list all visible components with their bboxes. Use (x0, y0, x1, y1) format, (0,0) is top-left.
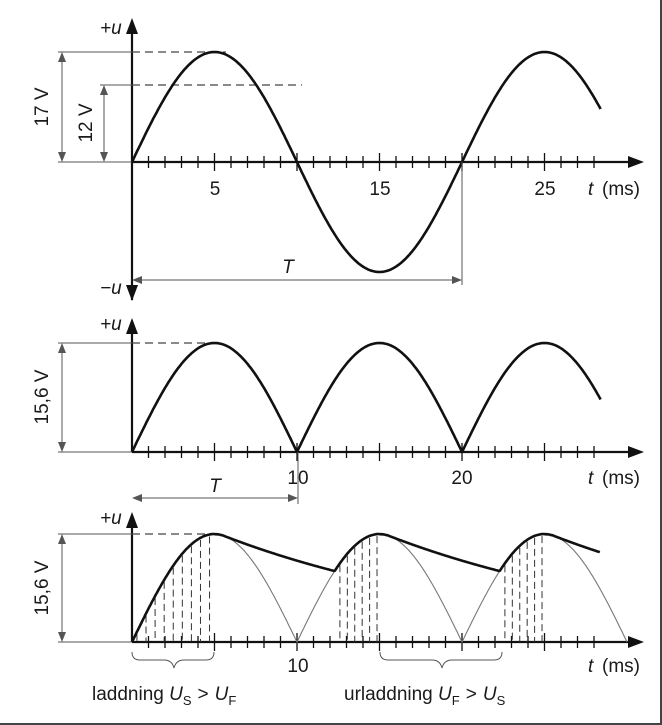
p3-discharge-rhs-sub: S (497, 693, 506, 708)
p3-discharge-brace (379, 651, 503, 669)
p3-charge-lhs: U (169, 684, 183, 705)
panel-sine-wave: +u −u 17 V 12 V 5 15 25 t (ms) T (32, 18, 644, 301)
p1-amp-outer-label: 17 V (32, 87, 53, 126)
p1-x-unit: (ms) (602, 179, 640, 200)
p2-x-var: t (588, 468, 594, 489)
p3-discharge-caption: urladdning UF > US (344, 684, 506, 708)
p3-x-var: t (588, 656, 594, 677)
p3-charge-brace (131, 651, 215, 669)
p3-y-arrow (126, 512, 138, 528)
p1-amp-inner-label: 12 V (76, 103, 97, 142)
p1-x-var: t (588, 179, 594, 200)
p2-x-arrow (628, 446, 644, 458)
p3-x-arrow (628, 636, 644, 648)
p1-y-pos-label: +u (100, 18, 122, 39)
p3-discharge-rhs: U (483, 684, 497, 705)
p3-charging-hatch (136, 536, 543, 642)
p3-amp-label: 15,6 V (32, 560, 53, 615)
p2-y-pos-label: +u (100, 314, 122, 335)
p3-smoothed-curve (130, 532, 601, 643)
p1-y-neg-label: −u (100, 278, 122, 299)
panel-full-wave-rectified: +u 15,6 V 10 20 t (ms) T (32, 314, 644, 504)
p1-period-label: T (282, 257, 295, 278)
panel-smoothed-output: +u 15,6 V 10 t (ms) laddning US > UF urlad… (32, 508, 644, 708)
p2-amp-label: 15,6 V (32, 369, 53, 424)
p3-y-pos-label: +u (100, 508, 122, 529)
p3-charge-rhs-sub: F (228, 693, 236, 708)
p3-rectified-reference-curve (131, 533, 628, 644)
p2-x-unit: (ms) (602, 468, 640, 489)
p2-y-arrow (126, 318, 138, 334)
p3-discharge-lhs-sub: F (452, 693, 460, 708)
p3-charge-lhs-sub: S (183, 693, 192, 708)
p1-tick-25: 25 (534, 179, 555, 200)
p3-discharge-lhs: U (438, 684, 452, 705)
p3-charge-gt: > (198, 684, 209, 705)
p3-charge-text: laddning (92, 684, 164, 705)
p1-y-arrow-up (126, 18, 138, 34)
p1-sine-curve (130, 50, 602, 274)
p3-tick-10: 10 (287, 656, 308, 677)
p1-y-arrow-down (126, 285, 138, 301)
p3-charge-rhs: U (215, 684, 229, 705)
p1-x-arrow (628, 156, 644, 168)
p2-rectified-curve (130, 341, 602, 454)
p3-discharge-text: urladdning (344, 684, 433, 705)
p2-tick-20: 20 (451, 468, 472, 489)
p1-tick-5: 5 (210, 179, 221, 200)
p3-x-unit: (ms) (602, 656, 640, 677)
p3-charge-caption: laddning US > UF (92, 684, 236, 708)
p3-discharge-gt: > (466, 684, 477, 705)
p2-period-label: T (209, 476, 222, 497)
p1-tick-15: 15 (369, 179, 390, 200)
